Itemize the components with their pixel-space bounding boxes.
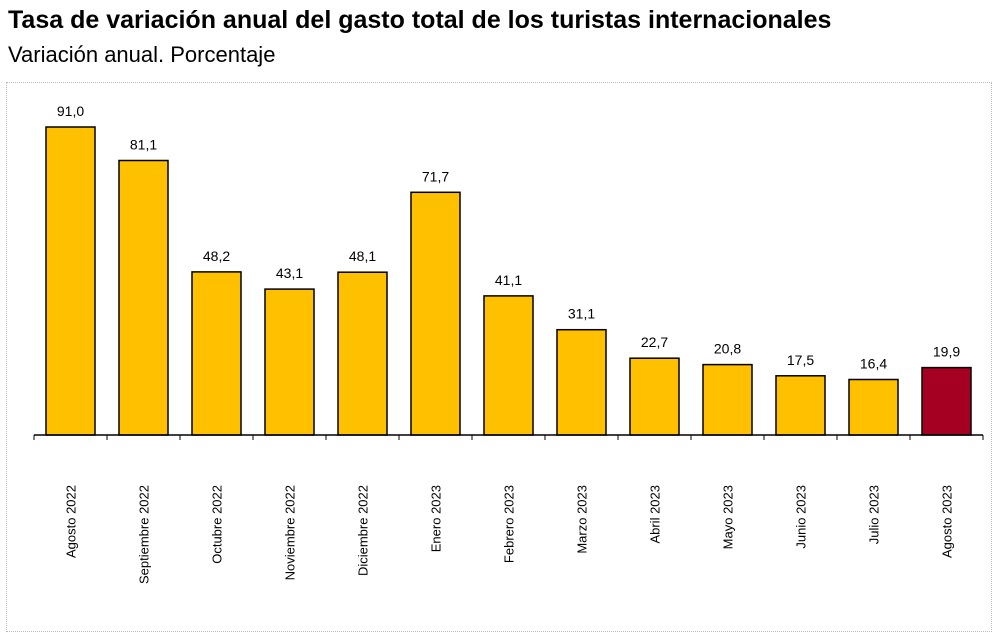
x-tick-label: Agosto 2023 xyxy=(940,485,955,558)
x-tick-label: Octubre 2022 xyxy=(210,485,225,564)
x-tick-label: Marzo 2023 xyxy=(575,485,590,554)
data-label: 48,2 xyxy=(203,248,230,264)
x-tick-label: Abril 2023 xyxy=(648,485,663,544)
bar xyxy=(337,271,388,436)
chart-title: Tasa de variación anual del gasto total … xyxy=(8,6,832,34)
bar xyxy=(848,378,899,436)
data-label: 22,7 xyxy=(641,334,668,350)
bar xyxy=(556,328,607,436)
x-tick-label: Agosto 2022 xyxy=(64,485,79,558)
bar xyxy=(118,159,169,436)
x-tick-label: Mayo 2023 xyxy=(721,485,736,549)
data-label: 31,1 xyxy=(568,306,595,322)
bar xyxy=(410,191,461,436)
data-label: 19,9 xyxy=(933,344,960,360)
x-tick-label: Septiembre 2022 xyxy=(137,485,152,584)
x-tick-label: Noviembre 2022 xyxy=(283,485,298,580)
data-label: 41,1 xyxy=(495,272,522,288)
data-label: 91,0 xyxy=(57,103,84,119)
x-tick-label: Febrero 2023 xyxy=(502,485,517,563)
data-label: 71,7 xyxy=(422,168,449,184)
bar xyxy=(775,375,826,436)
data-label: 20,8 xyxy=(714,341,741,357)
data-label: 81,1 xyxy=(130,137,157,153)
plot-area-frame xyxy=(6,82,992,632)
data-label: 17,5 xyxy=(787,352,814,368)
data-label: 43,1 xyxy=(276,265,303,281)
bar xyxy=(483,295,534,436)
x-tick-label: Diciembre 2022 xyxy=(356,485,371,576)
bar xyxy=(921,366,972,436)
bar xyxy=(629,357,680,436)
x-tick-label: Enero 2023 xyxy=(429,485,444,552)
data-label: 16,4 xyxy=(860,356,887,372)
bar xyxy=(45,126,96,436)
data-label: 48,1 xyxy=(349,248,376,264)
bar xyxy=(702,363,753,436)
x-tick-label: Junio 2023 xyxy=(794,485,809,549)
chart-subtitle: Variación anual. Porcentaje xyxy=(8,42,276,67)
x-tick-label: Julio 2023 xyxy=(867,485,882,544)
bar xyxy=(264,288,315,436)
bar xyxy=(191,271,242,436)
